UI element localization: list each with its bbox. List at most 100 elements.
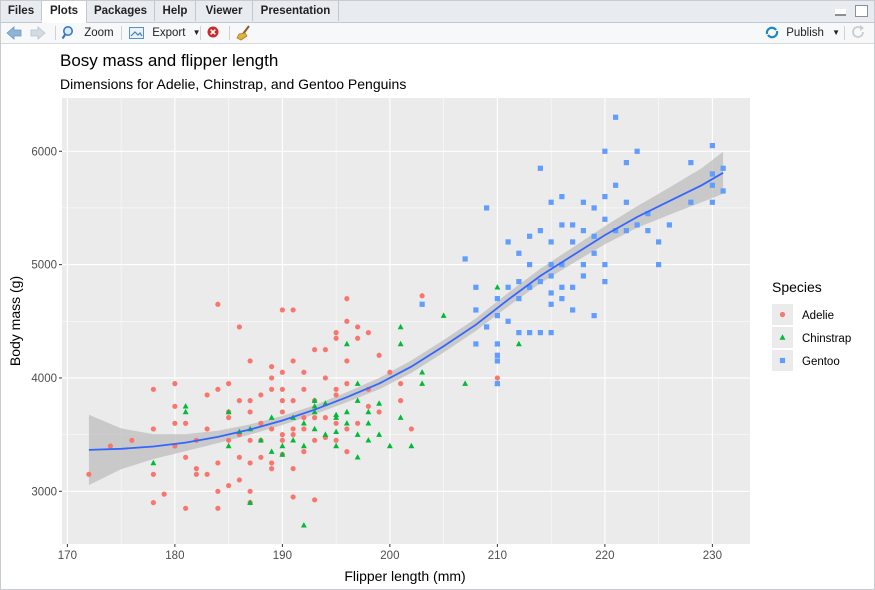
- point-adelie: [290, 426, 296, 432]
- point-adelie: [236, 324, 242, 330]
- point-gentoo: [462, 256, 468, 262]
- confidence-ribbon: [88, 151, 724, 486]
- point-gentoo: [548, 239, 554, 245]
- point-adelie: [333, 392, 339, 398]
- point-gentoo: [591, 205, 597, 211]
- point-chinstrap: [365, 437, 372, 443]
- point-adelie: [408, 426, 414, 432]
- tab-viewer[interactable]: Viewer: [196, 1, 253, 21]
- legend-label-chinstrap: Chinstrap: [802, 333, 851, 345]
- point-gentoo: [580, 262, 586, 268]
- remove-plot-icon[interactable]: [206, 25, 222, 41]
- minimize-pane-icon[interactable]: [834, 9, 846, 16]
- point-adelie: [247, 488, 253, 494]
- point-gentoo: [494, 296, 500, 302]
- point-adelie: [129, 437, 135, 443]
- point-gentoo: [720, 188, 726, 194]
- maximize-pane-icon[interactable]: [855, 5, 868, 17]
- legend-label-adelie: Adelie: [802, 310, 834, 322]
- tab-help[interactable]: Help: [155, 1, 196, 21]
- point-gentoo: [570, 239, 576, 245]
- point-gentoo: [666, 222, 672, 228]
- point-adelie: [312, 415, 318, 421]
- point-chinstrap: [419, 380, 426, 386]
- point-adelie: [258, 454, 264, 460]
- point-chinstrap: [290, 437, 297, 443]
- point-chinstrap: [354, 380, 361, 386]
- tab-files[interactable]: Files: [1, 1, 42, 21]
- point-chinstrap: [440, 312, 447, 318]
- point-gentoo: [548, 199, 554, 205]
- point-adelie: [183, 420, 189, 426]
- point-adelie: [344, 296, 350, 302]
- confidence-ribbon-layer: [88, 151, 724, 486]
- point-adelie: [322, 415, 328, 421]
- point-adelie: [172, 420, 178, 426]
- point-adelie: [312, 437, 318, 443]
- tab-packages[interactable]: Packages: [87, 1, 155, 21]
- point-adelie: [355, 335, 361, 341]
- point-chinstrap: [376, 400, 383, 406]
- point-gentoo: [494, 313, 500, 319]
- plot-canvas: Bosy mass and flipper length Dimensions …: [7, 51, 851, 584]
- point-adelie: [215, 488, 221, 494]
- arrow-right-icon[interactable]: [29, 25, 47, 41]
- point-gentoo: [516, 250, 522, 256]
- x-axis-label: Flipper length (mm): [344, 568, 465, 584]
- point-adelie: [247, 358, 253, 364]
- point-gentoo: [559, 194, 565, 200]
- point-adelie: [279, 386, 285, 392]
- point-adelie: [150, 500, 156, 506]
- point-adelie: [344, 381, 350, 387]
- arrow-left-icon[interactable]: [5, 25, 23, 41]
- point-chinstrap: [300, 420, 307, 426]
- point-chinstrap: [279, 451, 286, 457]
- point-adelie: [258, 420, 264, 426]
- zoom-button[interactable]: Zoom: [61, 25, 114, 41]
- point-adelie: [236, 454, 242, 460]
- x-tick-label: 170: [58, 550, 77, 562]
- point-adelie: [344, 358, 350, 364]
- export-button[interactable]: Export ▼: [128, 25, 201, 41]
- point-adelie: [247, 409, 253, 415]
- x-tick-label: 180: [165, 550, 184, 562]
- point-chinstrap: [354, 431, 361, 437]
- point-chinstrap: [182, 403, 189, 409]
- zoom-label: Zoom: [84, 27, 114, 39]
- point-gentoo: [494, 381, 500, 387]
- publish-button[interactable]: Publish ▼: [764, 25, 840, 41]
- point-chinstrap: [311, 397, 318, 403]
- point-gentoo: [580, 228, 586, 234]
- point-adelie: [107, 443, 113, 449]
- point-adelie: [279, 398, 285, 404]
- point-gentoo: [548, 301, 554, 307]
- point-adelie: [269, 426, 275, 432]
- point-gentoo: [613, 182, 619, 188]
- point-gentoo: [494, 358, 500, 364]
- point-gentoo: [709, 171, 715, 177]
- point-adelie: [333, 335, 339, 341]
- plots-toolbar: Zoom Export ▼ Publish ▼: [1, 23, 874, 44]
- point-adelie: [215, 505, 221, 511]
- point-chinstrap: [247, 499, 254, 505]
- x-tick-label: 230: [703, 550, 722, 562]
- point-adelie: [301, 449, 307, 455]
- broom-icon[interactable]: [236, 25, 254, 41]
- point-adelie: [301, 415, 307, 421]
- tab-plots[interactable]: Plots: [42, 1, 87, 23]
- point-adelie: [86, 471, 92, 477]
- point-chinstrap: [333, 414, 340, 420]
- refresh-icon[interactable]: [851, 25, 867, 41]
- point-gentoo: [473, 284, 479, 290]
- point-adelie: [215, 460, 221, 466]
- point-gentoo: [559, 284, 565, 290]
- point-adelie: [183, 505, 189, 511]
- point-gentoo: [494, 352, 500, 358]
- tab-presentation[interactable]: Presentation: [253, 1, 339, 21]
- point-chinstrap: [354, 397, 361, 403]
- point-chinstrap: [494, 284, 501, 290]
- point-adelie: [193, 471, 199, 477]
- point-gentoo: [559, 296, 565, 302]
- point-gentoo: [656, 239, 662, 245]
- point-gentoo: [484, 324, 490, 330]
